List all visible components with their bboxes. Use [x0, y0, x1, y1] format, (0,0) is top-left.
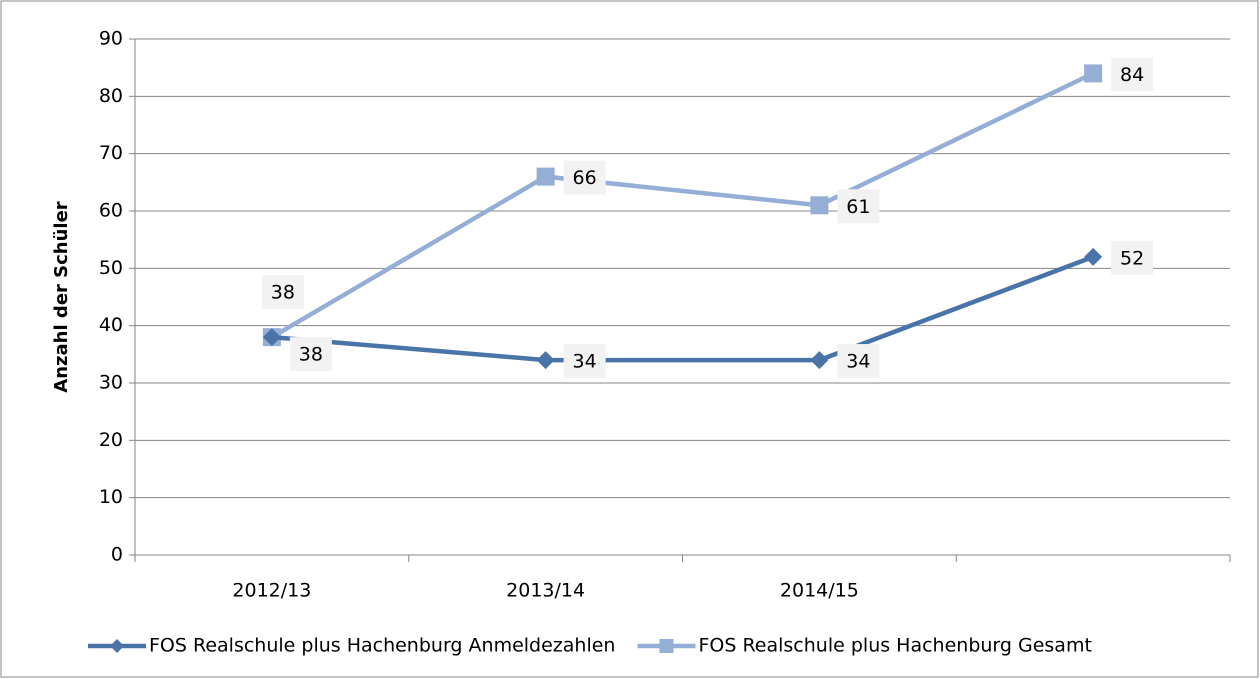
data-label: 84 — [1120, 64, 1144, 86]
data-label: 38 — [299, 344, 323, 366]
data-label: 61 — [846, 196, 870, 218]
y-tick-label: 50 — [99, 257, 123, 279]
data-label-box — [1111, 57, 1154, 92]
y-tick-label: 30 — [99, 372, 123, 394]
series-line — [271, 254, 1094, 363]
y-tick-label: 0 — [111, 544, 123, 566]
x-tick-label: 2014/15 — [780, 580, 859, 602]
y-tick-label: 60 — [99, 200, 123, 222]
data-label: 38 — [271, 282, 295, 304]
y-tick-label: 90 — [99, 28, 123, 50]
data-label-box — [837, 344, 880, 379]
marker — [536, 351, 555, 370]
data-label: 34 — [846, 351, 870, 373]
marker — [536, 167, 555, 186]
marker — [1084, 247, 1103, 266]
marker — [1084, 64, 1103, 83]
data-label-box — [261, 275, 304, 310]
y-tick-label: 70 — [99, 142, 123, 164]
series-line — [270, 71, 1095, 340]
legend-label: FOS Realschule plus Hachenburg Gesamt — [698, 635, 1091, 657]
y-tick-label: 10 — [99, 486, 123, 508]
data-label: 34 — [573, 351, 597, 373]
marker — [810, 196, 829, 215]
marker — [262, 328, 281, 347]
y-tick-label: 40 — [99, 314, 123, 336]
marker — [810, 351, 829, 370]
x-tick-label: 2012/13 — [232, 580, 311, 602]
data-label-box — [563, 344, 606, 379]
series — [262, 247, 1103, 370]
data-label-box — [563, 160, 606, 195]
data-label-box — [837, 189, 880, 224]
y-tick-label: 20 — [99, 429, 123, 451]
data-label: 52 — [1120, 247, 1144, 269]
marker — [659, 639, 674, 653]
x-tick-label: 2013/14 — [506, 580, 585, 602]
y-axis-title: Anzahl der Schüler — [51, 201, 72, 392]
y-tick-label: 80 — [99, 85, 123, 107]
marker — [110, 639, 124, 653]
data-label-box — [289, 337, 332, 372]
legend-label: FOS Realschule plus Hachenburg Anmeldeza… — [149, 635, 615, 657]
data-label-box — [1111, 240, 1154, 275]
data-label: 66 — [573, 167, 597, 189]
